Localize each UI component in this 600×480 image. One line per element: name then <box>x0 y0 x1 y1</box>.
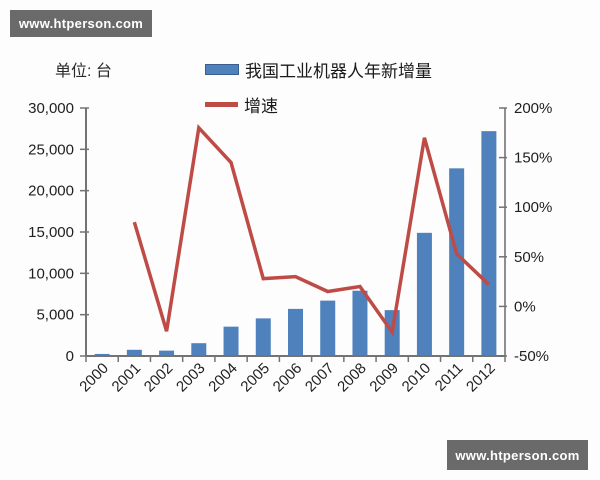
bar-series-swatch-icon <box>205 64 239 75</box>
watermark-top-text: www.htperson.com <box>18 16 144 31</box>
bar-2007 <box>320 300 336 356</box>
watermark-top: www.htperson.com <box>10 10 152 37</box>
bar-2004 <box>223 326 239 356</box>
growth-line <box>132 124 491 337</box>
y-left-tick-label: 20,000 <box>28 183 74 200</box>
bar-2005 <box>255 318 271 356</box>
y-left-tick-label: 5,000 <box>36 307 74 324</box>
y-right-tick-label: 0% <box>514 298 536 315</box>
y-left-tick-label: 25,000 <box>28 141 74 158</box>
x-tick-label: 2008 <box>334 360 370 396</box>
x-tick-label: 2009 <box>366 360 402 396</box>
x-tick-label: 2007 <box>302 360 338 396</box>
chart-legend: 我国工业机器人年新增量 增速 <box>205 52 432 122</box>
y-right-tick-label: 150% <box>514 150 552 167</box>
bar-2010 <box>416 232 432 356</box>
y-left-tick-label: 0 <box>66 348 74 365</box>
x-tick-label: 2003 <box>173 360 209 396</box>
legend-item-bars: 我国工业机器人年新增量 <box>205 52 432 87</box>
legend-label-line: 增速 <box>244 97 278 116</box>
bar-2003 <box>191 343 207 356</box>
y-right-tick-label: 100% <box>514 199 552 216</box>
bar-2012 <box>481 131 497 356</box>
y-right-tick-label: 200% <box>514 100 552 117</box>
y-left-tick-label: 15,000 <box>28 224 74 241</box>
x-tick-label: 2011 <box>432 360 467 395</box>
y-right-tick-label: -50% <box>514 348 549 365</box>
x-tick-label: 2004 <box>205 360 241 396</box>
line-series-swatch-icon <box>205 102 238 107</box>
x-tick-label: 2012 <box>463 360 499 396</box>
bar-2008 <box>352 290 368 356</box>
unit-label: 单位: 台 <box>55 63 112 80</box>
x-tick-label: 2002 <box>141 360 177 396</box>
x-tick-label: 2006 <box>270 360 306 396</box>
bar-2006 <box>288 308 303 356</box>
y-left-tick-label: 10,000 <box>28 265 74 282</box>
x-tick-label: 2005 <box>237 360 273 396</box>
legend-label-bars: 我国工业机器人年新增量 <box>245 62 432 81</box>
bar-2002 <box>159 350 175 356</box>
y-right-tick-label: 50% <box>514 249 544 266</box>
bar-2011 <box>449 168 465 356</box>
x-tick-label: 2001 <box>109 360 145 396</box>
watermark-bottom: www.htperson.com <box>447 440 588 470</box>
watermark-bottom-text: www.htperson.com <box>455 447 580 463</box>
y-left-tick-label: 30,000 <box>28 100 74 117</box>
bar-2000 <box>94 353 110 356</box>
bar-2001 <box>126 349 142 356</box>
x-tick-label: 2010 <box>399 360 435 396</box>
x-tick-label: 2000 <box>76 360 112 396</box>
legend-item-line: 增速 <box>205 87 432 122</box>
